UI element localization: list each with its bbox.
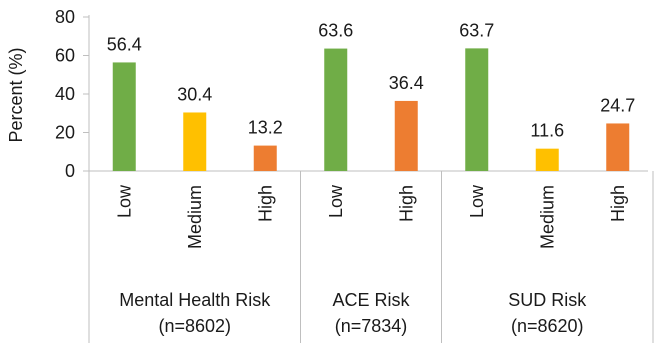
group-n-label: (n=8602) — [158, 316, 231, 336]
y-tick-label: 40 — [55, 84, 75, 104]
category-label-high: High — [396, 185, 416, 222]
y-tick-label: 20 — [55, 123, 75, 143]
bar-medium — [535, 148, 559, 171]
data-label: 63.7 — [459, 20, 494, 40]
bar-low — [324, 48, 348, 171]
bar-high — [394, 100, 418, 171]
data-label: 63.6 — [318, 21, 353, 41]
data-label: 30.4 — [177, 84, 212, 104]
data-label: 24.7 — [600, 95, 635, 115]
data-label: 56.4 — [107, 34, 142, 54]
y-axis: Percent (%) — [6, 47, 26, 142]
category-label-low: Low — [114, 184, 134, 218]
bar-low — [112, 62, 136, 171]
category-label-low: Low — [326, 184, 346, 218]
group-label: SUD Risk — [508, 290, 587, 310]
bar-low — [465, 48, 489, 171]
category-label-medium: Medium — [185, 185, 205, 249]
data-label: 11.6 — [530, 121, 564, 141]
y-ticks: 0 20 40 60 80 — [55, 7, 89, 181]
plot-area: 56.4 Low 30.4 Medium 13.2 High Mental Health R… — [88, 15, 654, 343]
data-label: 36.4 — [389, 73, 424, 93]
y-tick-label: 60 — [55, 46, 75, 66]
category-label-medium: Medium — [537, 185, 557, 249]
category-label-high: High — [608, 185, 628, 222]
category-label-low: Low — [467, 184, 487, 218]
data-label: 13.2 — [248, 118, 283, 138]
category-label-high: High — [255, 185, 275, 222]
bar-high — [606, 123, 630, 171]
y-tick-label: 80 — [55, 7, 75, 27]
bar-medium — [183, 112, 207, 171]
y-axis-title: Percent (%) — [6, 47, 26, 142]
y-tick-label: 0 — [65, 161, 75, 181]
bar-high — [253, 145, 277, 171]
group-label: ACE Risk — [332, 290, 410, 310]
group-label: Mental Health Risk — [119, 290, 271, 310]
group-n-label: (n=7834) — [335, 316, 408, 336]
group-n-label: (n=8620) — [511, 316, 584, 336]
